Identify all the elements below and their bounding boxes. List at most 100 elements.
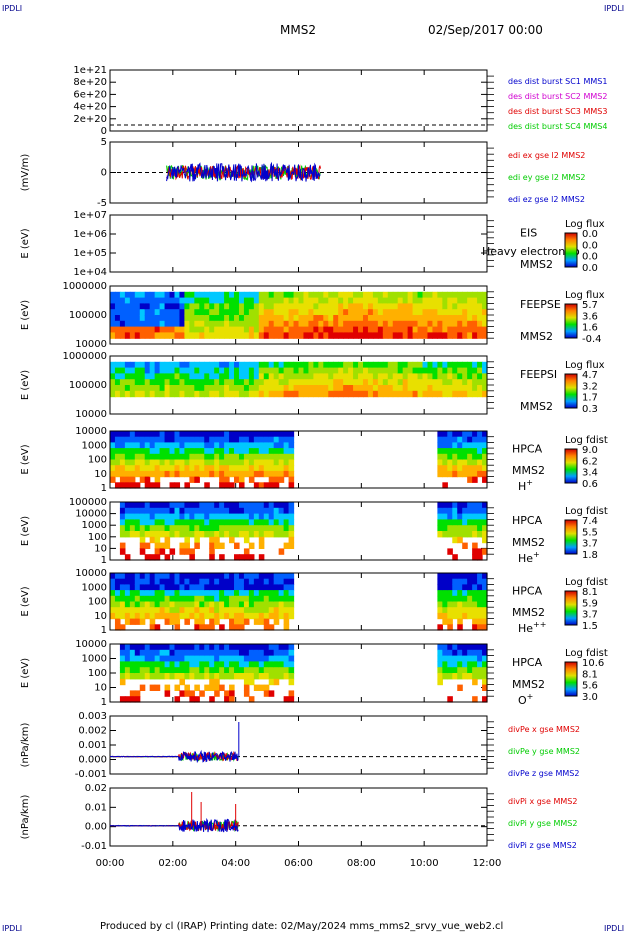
spectrogram-cell	[313, 315, 319, 322]
spectrogram-cell	[124, 431, 131, 438]
spectrogram-cell	[442, 507, 448, 515]
spectrogram-cell	[229, 607, 235, 614]
spectrogram-cell	[214, 684, 220, 691]
spectrogram-cell	[204, 684, 210, 691]
spectrogram-cell	[343, 367, 349, 374]
species-charge: +	[533, 550, 540, 559]
legend-entry: divPe y gse MMS2	[508, 747, 580, 756]
spectrogram-cell	[149, 379, 156, 386]
panel-frame-eis	[109, 214, 488, 273]
spectrogram-cell	[238, 297, 245, 304]
spectrogram-cell	[214, 542, 220, 549]
spectrogram-cell	[268, 502, 275, 509]
spectrogram-cell	[248, 465, 255, 472]
spectrogram-cell	[258, 667, 265, 674]
colorbar-value: 3.7	[582, 539, 598, 550]
spectrogram-cell	[149, 618, 156, 625]
spectrogram-cell	[129, 470, 136, 478]
spectrogram-cell	[174, 361, 181, 369]
spectrogram-cell	[472, 448, 478, 455]
spectrogram-cell	[174, 595, 181, 603]
spectrogram-cell	[333, 373, 339, 380]
spectrogram-cell	[288, 649, 295, 657]
spectrogram-cell	[129, 601, 136, 608]
spectrogram-cell	[263, 607, 270, 614]
spectrogram-cell	[268, 607, 275, 614]
ytick-label: 100	[88, 532, 107, 543]
spectrogram-cell	[283, 578, 290, 585]
spectrogram-cell	[447, 431, 453, 438]
spectrogram-cell	[234, 542, 240, 549]
spectrogram-cell	[437, 291, 443, 299]
spectrogram-cell	[248, 649, 255, 657]
spectrogram-cell	[273, 578, 280, 585]
spectrogram-cell	[283, 584, 290, 591]
spectrogram-cell	[144, 584, 151, 591]
spectrogram-cell	[124, 436, 131, 443]
spectrogram-cell	[268, 531, 275, 538]
spectrogram-cell	[154, 525, 161, 532]
spectrogram-cell	[323, 320, 329, 328]
spectrogram-cell	[482, 684, 488, 691]
spectrogram-cell	[219, 667, 225, 674]
spectrogram-cell	[457, 291, 463, 299]
spectrogram-cell	[303, 297, 310, 304]
spectrogram-cell	[278, 385, 285, 392]
spectrogram-cell	[358, 332, 364, 339]
spectrogram-cell	[482, 519, 488, 526]
spectrogram-cell	[139, 519, 146, 526]
spectrogram-cell	[452, 332, 458, 339]
spectrogram-cell	[358, 361, 364, 369]
spectrogram-cell	[457, 332, 463, 339]
spectrogram-cell	[263, 459, 270, 466]
spectrogram-cell	[447, 465, 453, 472]
spectrogram-cell	[199, 584, 205, 591]
ylabel-divpi: (nPa/km)	[20, 795, 31, 840]
spectrogram-cell	[169, 315, 176, 322]
spectrogram-cell	[238, 309, 245, 316]
spectrogram-cell	[482, 661, 488, 668]
spectrogram-cell	[268, 390, 275, 398]
spectrogram-cell	[110, 442, 116, 449]
spectrogram-cell	[169, 595, 176, 603]
spectrogram-cell	[119, 373, 126, 380]
spectrogram-cell	[119, 502, 126, 509]
spectrogram-cell	[179, 612, 186, 620]
spectrogram-cell	[457, 612, 463, 620]
spectrogram-cell	[288, 476, 295, 483]
spectrogram-cell	[110, 573, 116, 580]
spectrogram-cell	[164, 612, 171, 620]
spectrogram-cell	[114, 482, 121, 489]
spectrogram-cell	[194, 315, 200, 322]
spectrogram-cell	[268, 470, 275, 478]
spectrogram-cell	[258, 297, 265, 304]
spectrogram-cell	[402, 332, 409, 339]
spectrogram-cell	[174, 661, 181, 668]
spectrogram-cell	[204, 367, 210, 374]
spectrogram-cell	[219, 525, 225, 532]
spectrogram-cell	[129, 431, 136, 438]
spectrogram-cell	[477, 326, 483, 333]
spectrogram-cell	[422, 320, 429, 328]
spectrogram-cell	[397, 379, 404, 386]
spectrogram-cell	[308, 373, 314, 380]
spectrogram-cell	[268, 297, 275, 304]
spectrogram-cell	[248, 459, 255, 466]
spectrogram-cell	[184, 309, 190, 316]
spectrogram-cell	[154, 465, 161, 472]
spectrogram-cell	[129, 573, 136, 580]
spectrogram-cell	[348, 361, 354, 369]
spectrogram-cell	[437, 448, 443, 455]
spectrogram-cell	[224, 291, 230, 299]
spectrogram-cell	[194, 470, 200, 478]
spectrogram-cell	[278, 291, 285, 299]
spectrogram-cell	[214, 573, 220, 580]
spectrogram-cell	[139, 644, 146, 651]
spectrogram-cell	[457, 502, 463, 509]
spectrogram-cell	[189, 390, 195, 398]
colorbar-value: 0.0	[582, 229, 598, 240]
spectrogram-cell	[169, 453, 176, 461]
spectrogram-cell	[467, 502, 473, 509]
spectrogram-cell	[144, 459, 151, 466]
spectrogram-cell	[412, 385, 419, 392]
